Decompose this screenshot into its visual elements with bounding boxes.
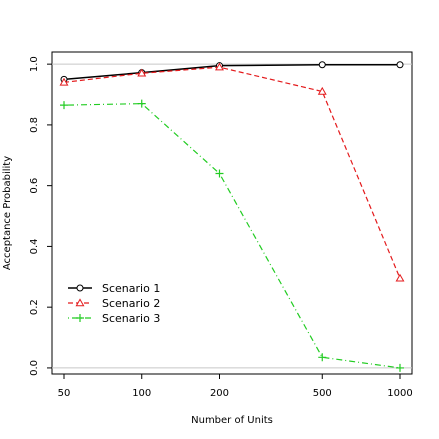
data-point <box>76 314 84 322</box>
data-point <box>76 284 84 292</box>
series-line <box>63 103 401 369</box>
data-point <box>60 101 68 110</box>
x-tick-label: 500 <box>313 388 332 399</box>
x-tick-label: 200 <box>210 388 229 399</box>
y-axis-title: Acceptance Probability <box>2 156 13 270</box>
legend-label: Scenario 2 <box>102 297 160 310</box>
x-tick-label: 100 <box>132 388 151 399</box>
data-point <box>317 86 327 95</box>
series-1 <box>60 61 404 83</box>
plot-frame <box>51 51 413 375</box>
y-tick-label: 0.0 <box>29 360 40 376</box>
y-tick-label: 0.4 <box>29 238 40 254</box>
data-point <box>318 353 327 362</box>
legend: Scenario 1 Scenario 2 Scenario 3 <box>68 282 160 325</box>
y-tick-label: 0.8 <box>29 117 40 133</box>
data-point <box>137 99 146 108</box>
data-point <box>137 68 147 77</box>
data-point <box>59 77 69 86</box>
series-line <box>63 64 400 81</box>
y-tick-label: 0.2 <box>29 299 40 315</box>
data-point <box>75 298 85 307</box>
data-point <box>318 61 326 69</box>
series-line <box>63 66 401 279</box>
legend-label: Scenario 3 <box>102 312 160 325</box>
y-tick-label: 1.0 <box>29 56 40 72</box>
x-tick-label: 1000 <box>387 388 412 399</box>
data-point <box>396 61 404 69</box>
data-point <box>396 363 404 372</box>
data-point <box>395 273 405 282</box>
legend-label: Scenario 1 <box>102 282 160 295</box>
x-tick-label: 50 <box>58 388 71 399</box>
series-3 <box>60 99 404 372</box>
data-point <box>215 62 224 71</box>
y-tick-label: 0.6 <box>29 178 40 194</box>
x-axis-title: Number of Units <box>191 415 273 426</box>
data-point <box>215 169 224 178</box>
series-2 <box>59 62 405 282</box>
